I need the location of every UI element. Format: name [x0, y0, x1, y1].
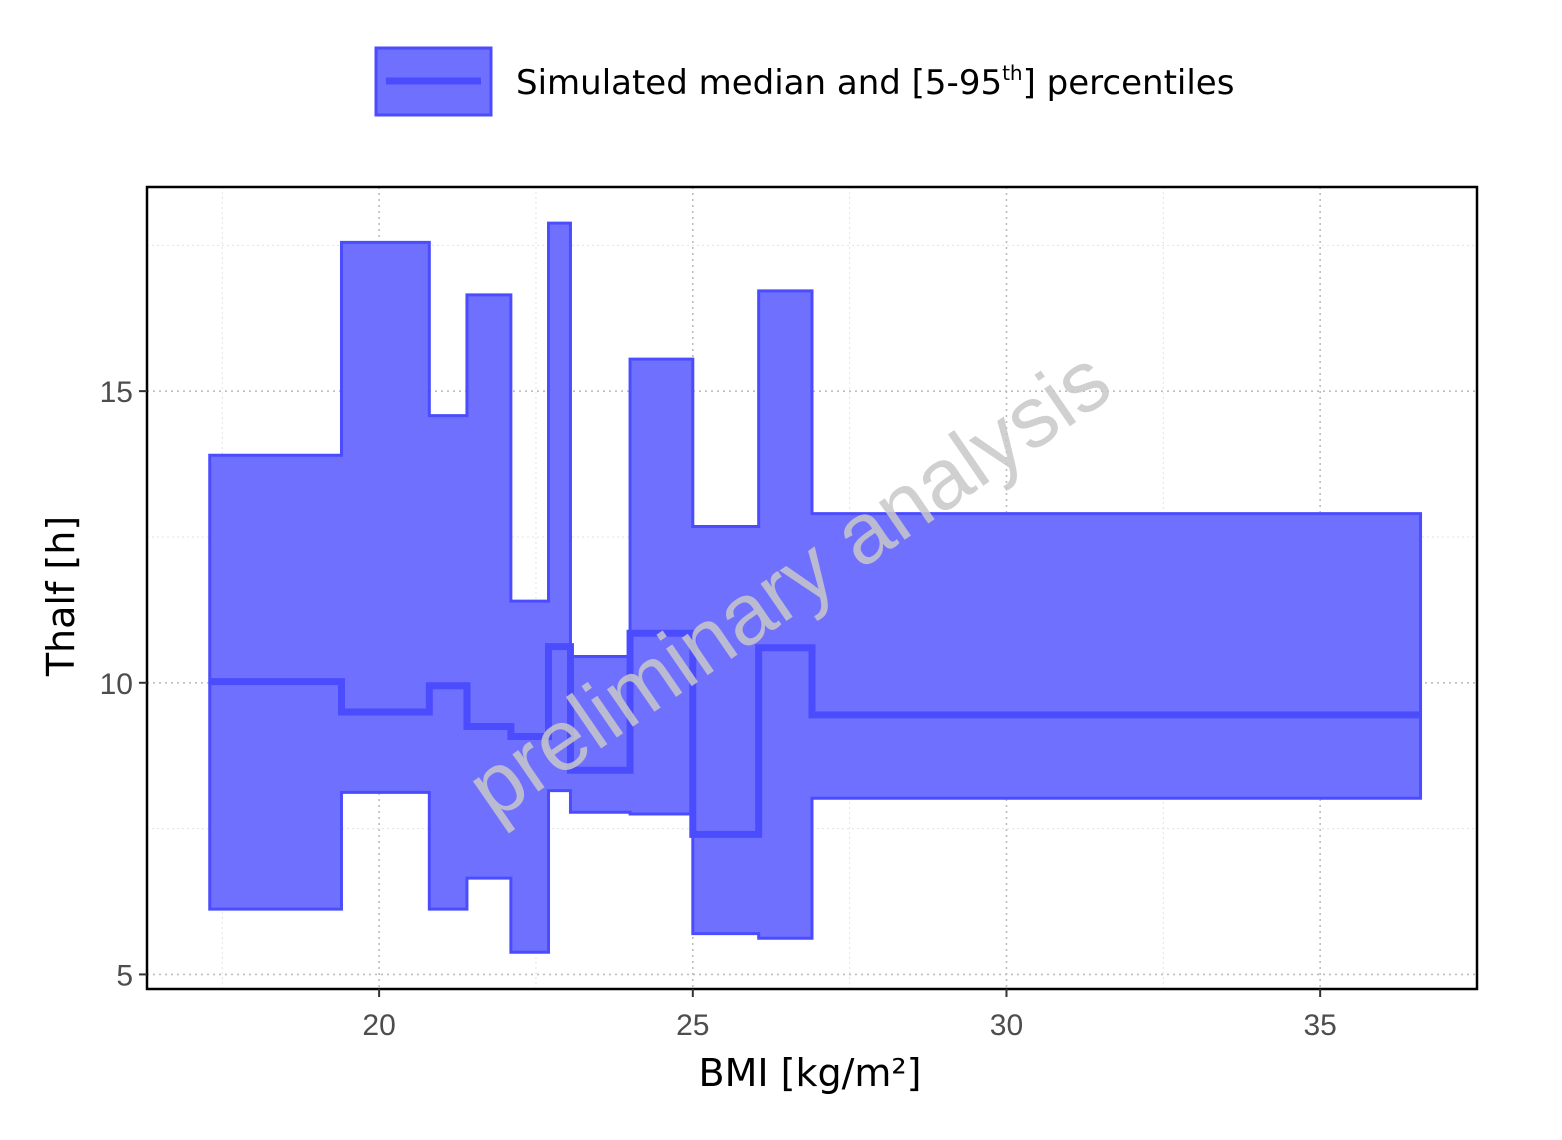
y-tick-label: 15 — [100, 376, 133, 409]
median-line — [209, 629, 1421, 838]
legend: Simulated median and [5-95th] percentile… — [374, 46, 1234, 117]
plot-border — [145, 185, 1479, 991]
x-tick-label: 35 — [1303, 1009, 1336, 1042]
y-tick-label: 5 — [116, 959, 133, 992]
median-line-group — [209, 629, 1421, 838]
x-tick-label: 20 — [362, 1009, 395, 1042]
x-axis-title: BMI [kg/m²] — [699, 1051, 922, 1095]
y-tick-label: 10 — [100, 668, 133, 701]
percentile-band — [208, 221, 1423, 954]
legend-label: Simulated median and [5-95th] percentile… — [516, 61, 1234, 103]
percentile-band-group — [208, 221, 1423, 954]
axis-ticks: 20 25 30 35 5 10 15 — [100, 376, 1337, 1042]
y-axis-title: Thalf [h] — [39, 516, 83, 677]
x-tick-label: 30 — [990, 1009, 1023, 1042]
x-tick-label: 25 — [676, 1009, 709, 1042]
